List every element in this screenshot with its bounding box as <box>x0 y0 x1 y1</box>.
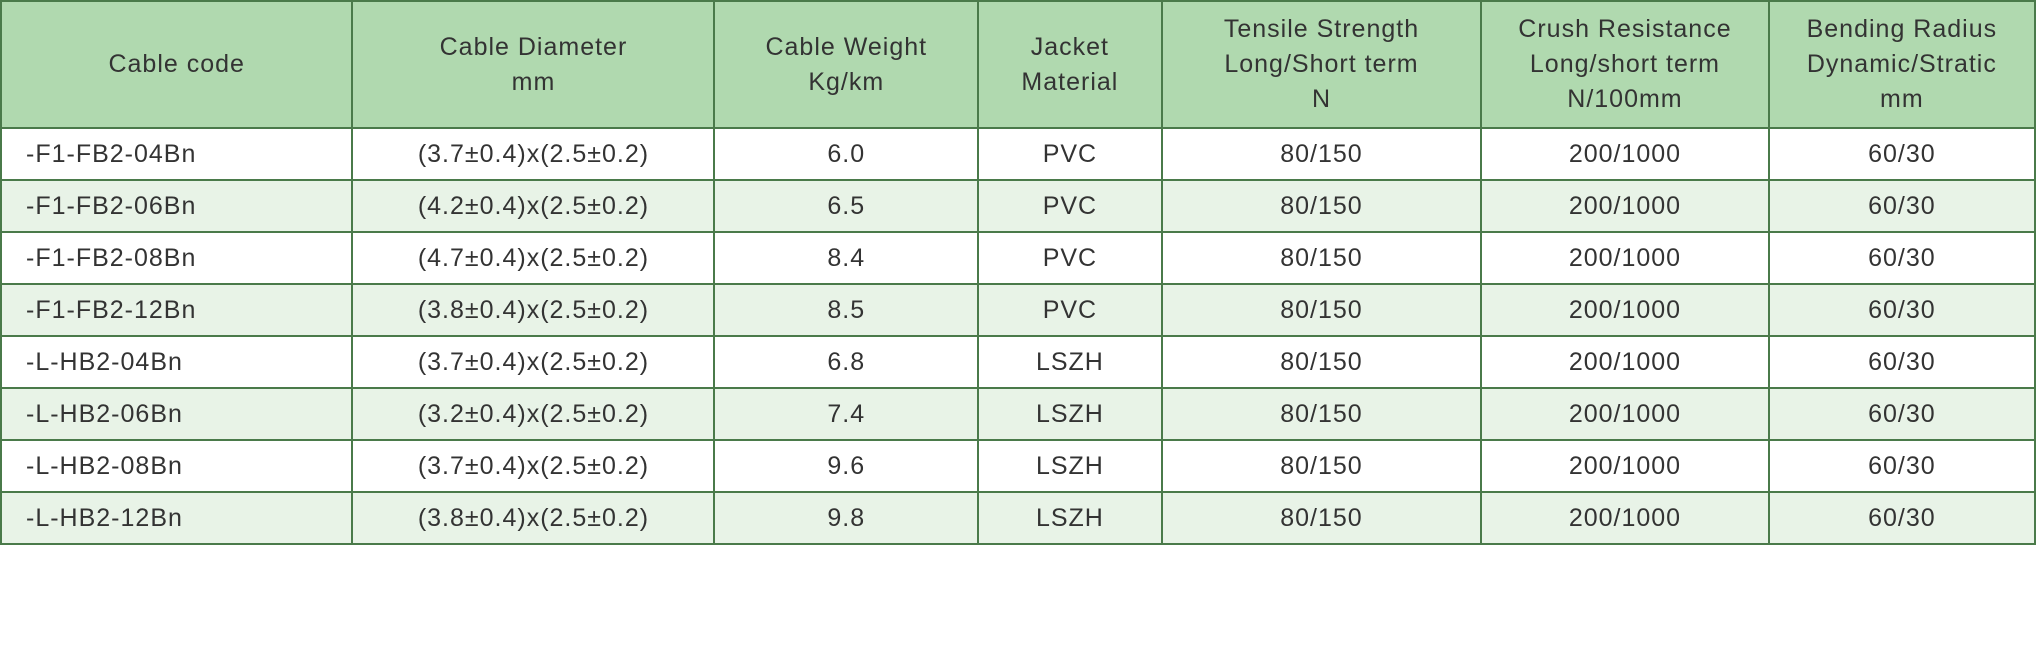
header-row: Cable code Cable Diameter mm Cable Weight Kg… <box>1 1 2035 128</box>
cell: PVC <box>978 180 1162 232</box>
col-header-line: Bending Radius <box>1807 15 1998 43</box>
cell: 200/1000 <box>1481 284 1769 336</box>
cell: 6.0 <box>714 128 978 180</box>
table-row: -F1-FB2-08Bn(4.7±0.4)x(2.5±0.2)8.4PVC80/… <box>1 232 2035 284</box>
cell: 60/30 <box>1769 440 2035 492</box>
cell: 60/30 <box>1769 128 2035 180</box>
col-header-line: mm <box>1880 85 1924 113</box>
cell: (4.2±0.4)x(2.5±0.2) <box>352 180 714 232</box>
cell: 9.6 <box>714 440 978 492</box>
cell: 9.8 <box>714 492 978 544</box>
cell: 60/30 <box>1769 492 2035 544</box>
cell: 200/1000 <box>1481 388 1769 440</box>
col-header-3: Jacket Material <box>978 1 1162 128</box>
cell: (3.2±0.4)x(2.5±0.2) <box>352 388 714 440</box>
cell: 200/1000 <box>1481 180 1769 232</box>
cell: 200/1000 <box>1481 336 1769 388</box>
cell: (3.7±0.4)x(2.5±0.2) <box>352 336 714 388</box>
cell: 60/30 <box>1769 180 2035 232</box>
cell: (3.7±0.4)x(2.5±0.2) <box>352 128 714 180</box>
cell: 60/30 <box>1769 336 2035 388</box>
table-body: -F1-FB2-04Bn(3.7±0.4)x(2.5±0.2)6.0PVC80/… <box>1 128 2035 544</box>
cell: -F1-FB2-12Bn <box>1 284 352 336</box>
cell: 200/1000 <box>1481 440 1769 492</box>
cell: LSZH <box>978 440 1162 492</box>
cell: 80/150 <box>1162 284 1481 336</box>
cell: (3.7±0.4)x(2.5±0.2) <box>352 440 714 492</box>
col-header-line: Dynamic/Stratic <box>1807 50 1997 78</box>
col-header-0: Cable code <box>1 1 352 128</box>
cell: -L-HB2-04Bn <box>1 336 352 388</box>
cell: 80/150 <box>1162 180 1481 232</box>
col-header-4: Tensile Strength Long/Short term N <box>1162 1 1481 128</box>
cell: LSZH <box>978 492 1162 544</box>
col-header-line: Jacket <box>1031 33 1109 61</box>
cell: 200/1000 <box>1481 128 1769 180</box>
cell: LSZH <box>978 388 1162 440</box>
cell: PVC <box>978 284 1162 336</box>
table-row: -L-HB2-06Bn(3.2±0.4)x(2.5±0.2)7.4LSZH80/… <box>1 388 2035 440</box>
col-header-line: Long/Short term <box>1224 50 1418 78</box>
cell: -F1-FB2-04Bn <box>1 128 352 180</box>
cell: 60/30 <box>1769 232 2035 284</box>
table-row: -F1-FB2-04Bn(3.7±0.4)x(2.5±0.2)6.0PVC80/… <box>1 128 2035 180</box>
cell: 80/150 <box>1162 336 1481 388</box>
cell: 80/150 <box>1162 492 1481 544</box>
cell: 6.5 <box>714 180 978 232</box>
cell: (3.8±0.4)x(2.5±0.2) <box>352 284 714 336</box>
cell: PVC <box>978 128 1162 180</box>
col-header-1: Cable Diameter mm <box>352 1 714 128</box>
cell: 80/150 <box>1162 440 1481 492</box>
cell: -L-HB2-08Bn <box>1 440 352 492</box>
col-header-line: Tensile Strength <box>1224 15 1419 43</box>
table-row: -F1-FB2-12Bn(3.8±0.4)x(2.5±0.2)8.5PVC80/… <box>1 284 2035 336</box>
table-row: -F1-FB2-06Bn(4.2±0.4)x(2.5±0.2)6.5PVC80/… <box>1 180 2035 232</box>
cell: 8.5 <box>714 284 978 336</box>
col-header-line: Cable code <box>108 50 244 78</box>
cell: -F1-FB2-08Bn <box>1 232 352 284</box>
col-header-line: Cable Diameter <box>440 33 628 61</box>
col-header-line: Long/short term <box>1530 50 1720 78</box>
cell: 80/150 <box>1162 388 1481 440</box>
cell: LSZH <box>978 336 1162 388</box>
cell: 60/30 <box>1769 388 2035 440</box>
col-header-line: Material <box>1021 68 1118 96</box>
cell: 80/150 <box>1162 128 1481 180</box>
cell: -L-HB2-12Bn <box>1 492 352 544</box>
col-header-line: N/100mm <box>1567 85 1682 113</box>
col-header-line: Kg/km <box>808 68 884 96</box>
col-header-line: mm <box>512 68 556 96</box>
cell: 80/150 <box>1162 232 1481 284</box>
table-row: -L-HB2-04Bn(3.7±0.4)x(2.5±0.2)6.8LSZH80/… <box>1 336 2035 388</box>
col-header-line: Crush Resistance <box>1518 15 1731 43</box>
cell: 7.4 <box>714 388 978 440</box>
cell: 8.4 <box>714 232 978 284</box>
cell: 60/30 <box>1769 284 2035 336</box>
cell: -L-HB2-06Bn <box>1 388 352 440</box>
col-header-5: Crush Resistance Long/short term N/100mm <box>1481 1 1769 128</box>
table-row: -L-HB2-12Bn(3.8±0.4)x(2.5±0.2)9.8LSZH80/… <box>1 492 2035 544</box>
cell: 200/1000 <box>1481 232 1769 284</box>
cell: -F1-FB2-06Bn <box>1 180 352 232</box>
table-row: -L-HB2-08Bn(3.7±0.4)x(2.5±0.2)9.6LSZH80/… <box>1 440 2035 492</box>
col-header-2: Cable Weight Kg/km <box>714 1 978 128</box>
col-header-6: Bending Radius Dynamic/Stratic mm <box>1769 1 2035 128</box>
cell: (4.7±0.4)x(2.5±0.2) <box>352 232 714 284</box>
col-header-line: Cable Weight <box>765 33 927 61</box>
col-header-line: N <box>1312 85 1331 113</box>
cell: 200/1000 <box>1481 492 1769 544</box>
cable-spec-table: Cable code Cable Diameter mm Cable Weight Kg… <box>0 0 2036 545</box>
cell: (3.8±0.4)x(2.5±0.2) <box>352 492 714 544</box>
cell: 6.8 <box>714 336 978 388</box>
cell: PVC <box>978 232 1162 284</box>
table-head: Cable code Cable Diameter mm Cable Weight Kg… <box>1 1 2035 128</box>
